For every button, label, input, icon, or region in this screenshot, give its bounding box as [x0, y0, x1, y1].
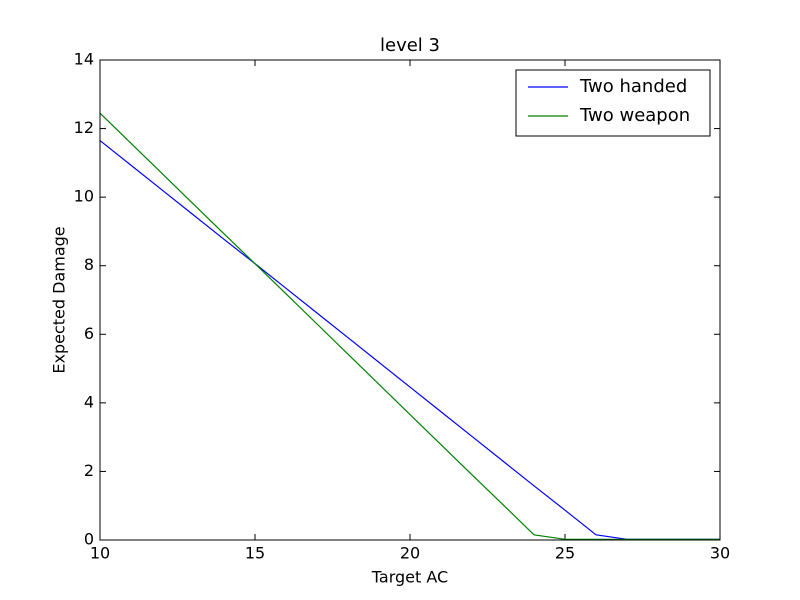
series-line — [99, 112, 720, 540]
y-tick-label: 12 — [74, 118, 94, 137]
x-tick-label: 30 — [710, 544, 730, 563]
y-tick-label: 8 — [84, 255, 94, 274]
x-tick-label: 15 — [245, 544, 265, 563]
legend-label: Two weapon — [579, 105, 690, 126]
x-axis-label: Target AC — [371, 568, 448, 587]
legend-label: Two handed — [579, 76, 687, 97]
x-tick-label: 25 — [555, 544, 575, 563]
legend-box — [515, 69, 711, 137]
chart-title: level 3 — [380, 35, 440, 56]
y-tick-label: 6 — [84, 324, 94, 343]
y-tick-label: 2 — [84, 461, 94, 480]
x-tick-label: 10 — [90, 544, 110, 563]
y-tick-label: 4 — [84, 392, 94, 411]
y-tick-label: 0 — [84, 530, 94, 549]
series-line — [99, 140, 720, 540]
plot-frame — [99, 59, 721, 541]
y-tick-label: 14 — [74, 50, 94, 69]
y-tick-label: 10 — [74, 187, 94, 206]
x-tick-label: 20 — [400, 544, 420, 563]
y-axis-label: Expected Damage — [50, 226, 69, 373]
